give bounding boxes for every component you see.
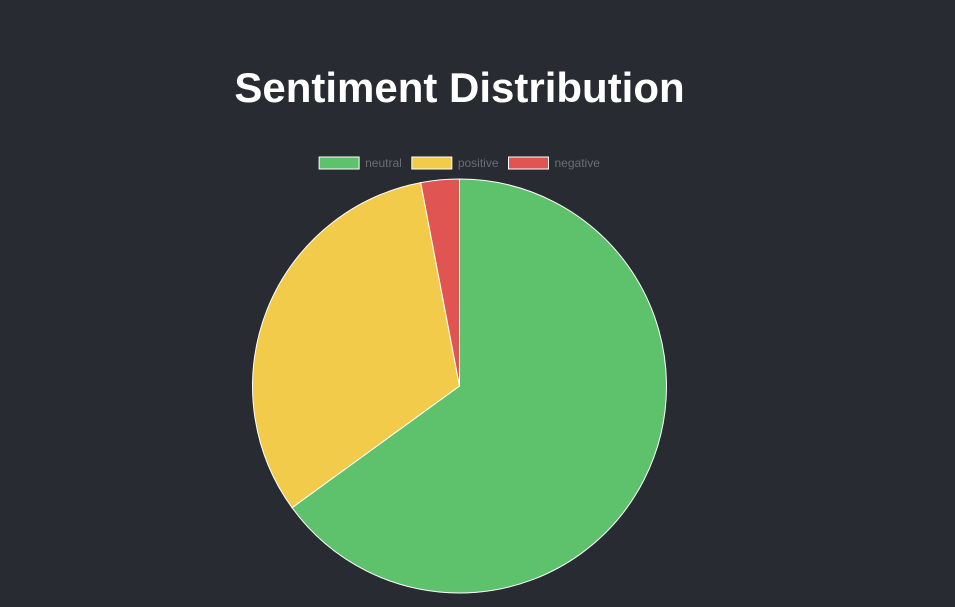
pie-slices: [252, 178, 667, 594]
legend-swatch-negative: [508, 156, 550, 170]
legend-label-positive: positive: [458, 156, 499, 170]
chart-title: Sentiment Distribution: [234, 64, 685, 111]
legend-label-negative: negative: [555, 156, 601, 170]
pie-slice-positive[interactable]: [252, 182, 461, 509]
legend-item-negative[interactable]: negative: [508, 156, 601, 170]
pie-slice-negative[interactable]: [420, 178, 460, 387]
chart-legend: neutral positive negative: [318, 156, 601, 170]
legend-item-positive[interactable]: positive: [411, 156, 499, 170]
legend-label-neutral: neutral: [365, 156, 402, 170]
legend-item-neutral[interactable]: neutral: [318, 156, 402, 170]
legend-swatch-neutral: [318, 156, 360, 170]
legend-swatch-positive: [411, 156, 453, 170]
pie-slice-neutral[interactable]: [291, 178, 667, 594]
